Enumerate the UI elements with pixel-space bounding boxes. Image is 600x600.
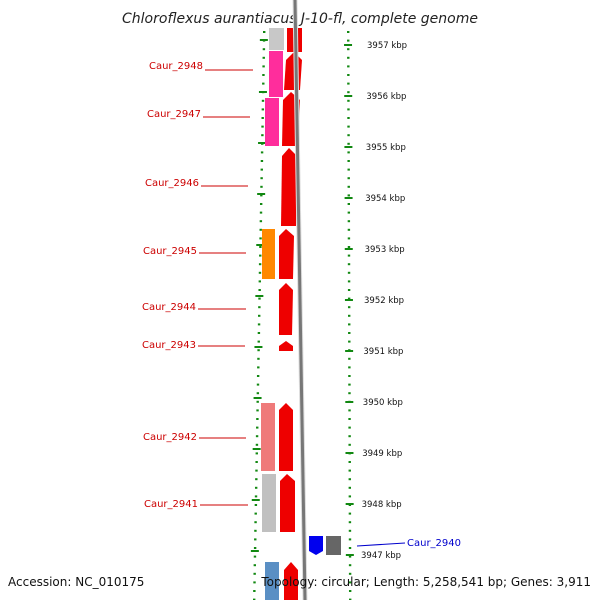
scale-label: 3951 kbp: [363, 347, 403, 357]
gene-arrow-caur-2948: [284, 52, 302, 90]
scale-label: 3955 kbp: [366, 143, 406, 153]
scale-label: 3947 kbp: [361, 551, 401, 561]
gene-label[interactable]: Caur_2947: [147, 109, 201, 120]
gene-block-caur-2940-darkgrey: [326, 536, 341, 555]
accession-text: Accession: NC_010175: [8, 575, 144, 589]
gene-label[interactable]: Caur_2945: [143, 246, 197, 257]
gene-block-bottom-blue: [265, 562, 279, 600]
map-title: Chloroflexus aurantiacus J-10-fl, comple…: [122, 11, 478, 27]
gene-label[interactable]: Caur_2941: [144, 499, 198, 510]
right-tick-column: [344, 31, 354, 600]
gene-block-caur-2947-pink: [265, 98, 279, 146]
gene-block-caur-2945-orange: [262, 229, 275, 279]
gene-arrow-caur-2944: [279, 283, 293, 335]
left-tick-column: [250, 31, 268, 600]
scale-label: 3956 kbp: [366, 92, 406, 102]
gene-block-caur-2941-grey: [262, 474, 276, 532]
gene-label[interactable]: Caur_2943: [142, 340, 196, 351]
gene-label[interactable]: Caur_2948: [149, 61, 203, 72]
gene-track: [261, 28, 341, 600]
gene-arrow-caur-2945: [279, 229, 294, 279]
scale-label: 3949 kbp: [362, 449, 402, 459]
gene-arrow-caur-2946: [281, 148, 297, 226]
scale-label: 3952 kbp: [364, 296, 404, 306]
gene-arrow-caur-2941: [280, 474, 295, 532]
gene-block-top-grey: [269, 28, 284, 50]
gene-label[interactable]: Caur_2946: [145, 178, 199, 189]
gene-label[interactable]: Caur_2942: [143, 432, 197, 443]
scale-label: 3954 kbp: [365, 194, 405, 204]
gene-label[interactable]: Caur_2944: [142, 302, 196, 313]
genome-backbone: [292, 0, 308, 600]
gene-leader-line: [356, 542, 406, 547]
scale-label: 3950 kbp: [363, 398, 403, 408]
gene-arrow-caur-2943: [279, 341, 293, 351]
scale-label: 3948 kbp: [362, 500, 402, 510]
gene-block-caur-2948-pink: [269, 51, 283, 97]
gene-label[interactable]: Caur_2940: [407, 538, 461, 549]
scale-labels: 3957 kbp 3956 kbp 3955 kbp 3954 kbp 3953 kbp…: [361, 41, 407, 561]
scale-label: 3953 kbp: [365, 245, 405, 255]
gene-block-caur-2942-salmon: [261, 403, 275, 471]
gene-arrow-bottom-red: [284, 562, 298, 600]
gene-arrow-caur-2940: [309, 536, 323, 555]
genome-summary-text: Topology: circular; Length: 5,258,541 bp…: [260, 575, 591, 589]
scale-label: 3957 kbp: [367, 41, 407, 51]
gene-labels: Caur_2948 Caur_2947 Caur_2946 Caur_2945 Caur…: [142, 61, 461, 549]
gene-arrow-caur-2942: [279, 403, 293, 471]
